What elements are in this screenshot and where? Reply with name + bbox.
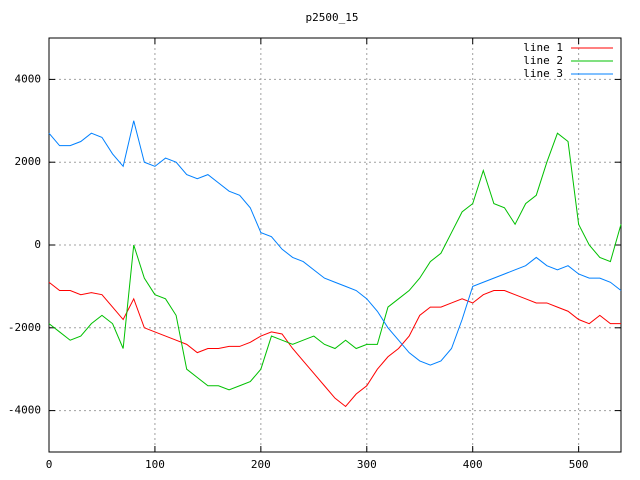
- y-tick-label: -4000: [8, 404, 41, 417]
- plot-frame: [48, 37, 622, 453]
- chart-title: p2500_15: [306, 11, 359, 24]
- data-line: [48, 120, 622, 366]
- data-line: [48, 132, 622, 391]
- x-tick-label: 500: [569, 458, 589, 471]
- legend-label: line 2: [523, 54, 563, 67]
- x-tick-label: 200: [251, 458, 271, 471]
- y-tick-label: 2000: [15, 155, 42, 168]
- x-tick-label: 300: [357, 458, 377, 471]
- x-tick-label: 0: [46, 458, 53, 471]
- data-line: [48, 281, 621, 408]
- y-tick-label: 0: [34, 238, 41, 251]
- x-tick-label: 100: [145, 458, 165, 471]
- legend-label: line 1: [523, 41, 563, 54]
- x-tick-label: 400: [463, 458, 483, 471]
- y-tick-label: 4000: [15, 72, 42, 85]
- legend-label: line 3: [523, 67, 563, 80]
- y-tick-label: -2000: [8, 321, 41, 334]
